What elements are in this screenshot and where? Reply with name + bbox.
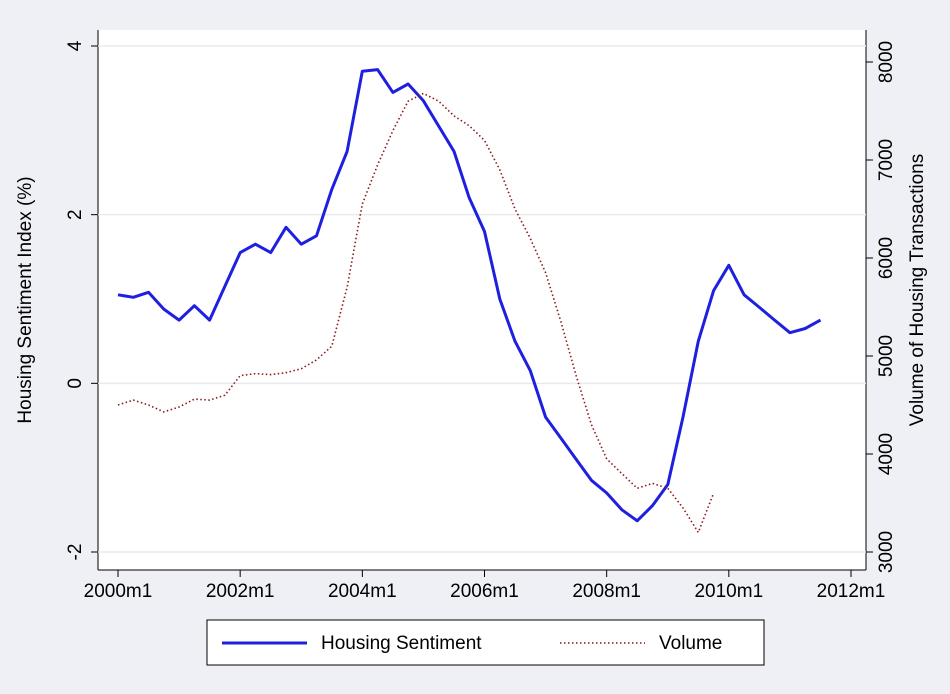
x-tick-label: 2012m1 — [817, 581, 886, 602]
y-tick-label: 2 — [65, 209, 86, 220]
y2-tick-label: 5000 — [876, 335, 897, 377]
y2-tick-label: 3000 — [876, 531, 897, 573]
series-line — [117, 92, 715, 534]
y2-tick-label: 8000 — [876, 41, 897, 83]
x-tick-label: 2004m1 — [328, 581, 397, 602]
x-tick-label: 2008m1 — [572, 581, 641, 602]
y2-axis-label: Volume of Housing Transactions — [907, 154, 928, 427]
legend-label: Volume — [659, 633, 722, 654]
y2-tick-label: 7000 — [876, 139, 897, 181]
x-tick-label: 2002m1 — [206, 581, 275, 602]
y2-tick-label: 6000 — [876, 237, 897, 279]
x-tick-label: 2010m1 — [694, 581, 763, 602]
y2-tick-label: 4000 — [876, 433, 897, 475]
plot-area — [98, 30, 866, 570]
y-axis-label: Housing Sentiment Index (%) — [15, 176, 36, 423]
legend-label: Housing Sentiment — [321, 633, 482, 654]
y-tick-label: 4 — [65, 40, 86, 51]
x-tick-label: 2006m1 — [450, 581, 519, 602]
y-tick-label: 0 — [65, 378, 86, 389]
series-line — [117, 68, 822, 523]
y-tick-label: -2 — [65, 544, 86, 561]
x-tick-label: 2000m1 — [84, 581, 153, 602]
